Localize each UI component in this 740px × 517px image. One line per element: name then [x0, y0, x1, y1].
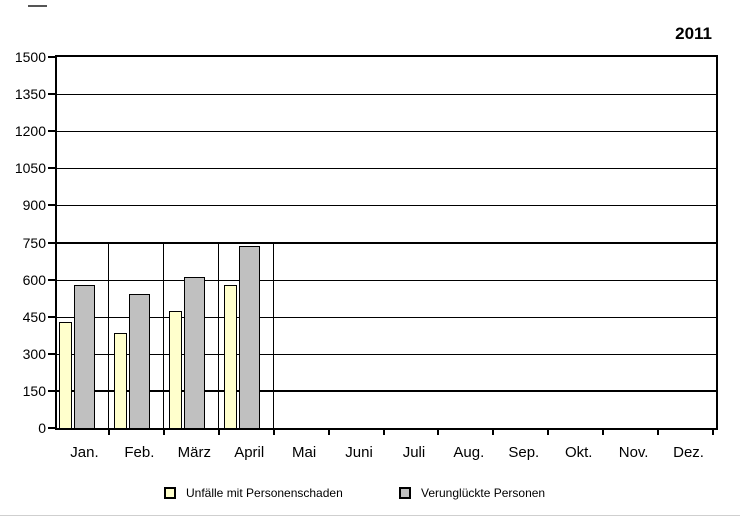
x-axis-label-okt: Okt.: [564, 444, 593, 461]
x-axis-label-mai: Mai: [292, 444, 317, 461]
y-axis-label-450: 450: [22, 308, 46, 325]
gridline-750: [57, 241, 716, 244]
y-axis-label-150: 150: [22, 382, 46, 399]
y-axis-tick: [48, 241, 55, 244]
y-axis-tick: [48, 130, 55, 133]
y-axis-tick: [48, 427, 55, 429]
legend-swatch-unfaelle-icon: [164, 487, 176, 499]
x-axis-tick: [492, 430, 495, 435]
bar-unfaelle-april: [223, 284, 237, 428]
chart-title: 2011: [675, 24, 712, 43]
x-axis-tick: [437, 430, 440, 435]
month-separator: [272, 242, 274, 428]
y-axis-label-600: 600: [22, 271, 46, 288]
y-axis-label-0: 0: [38, 420, 46, 436]
y-axis-label-900: 900: [22, 197, 46, 214]
gridline-900: [57, 205, 716, 207]
x-axis-label-juli: Juli: [402, 444, 426, 461]
y-axis-tick: [48, 56, 55, 58]
x-axis-label-märz: März: [177, 444, 211, 461]
x-axis-tick: [712, 430, 714, 435]
bar-verunglueckte-feb: [128, 294, 150, 428]
legend-swatch-verunglueckte-icon: [399, 487, 411, 499]
x-axis-label-jan: Jan.: [70, 444, 99, 461]
gridline-600: [57, 279, 716, 281]
y-axis-tick: [48, 278, 55, 281]
legend-label-verunglueckte: Verunglückte Personen: [421, 486, 546, 500]
gridline-150: [57, 389, 716, 392]
y-axis-label-750: 750: [22, 234, 46, 251]
legend-item-unfaelle: Unfälle mit Personenschaden: [164, 486, 394, 500]
y-axis-tick: [48, 352, 55, 355]
y-axis-tick: [48, 315, 55, 318]
x-axis-tick: [382, 430, 385, 435]
y-axis-tick: [48, 93, 55, 96]
bar-verunglueckte-jan: [74, 284, 95, 428]
legend-item-verunglueckte: Verunglückte Personen: [399, 486, 599, 500]
bar-unfaelle-märz: [168, 310, 182, 428]
plot-area: [55, 55, 718, 430]
x-axis-tick: [327, 430, 330, 435]
screen-artifact-dash: [28, 5, 47, 7]
y-axis-label-1350: 1350: [14, 86, 46, 103]
y-axis-tick: [48, 167, 55, 170]
bar-verunglueckte-april: [238, 246, 260, 428]
x-axis-tick: [602, 430, 605, 435]
gridline-1050: [57, 168, 716, 170]
x-axis-label-nov: Nov.: [618, 444, 649, 461]
gridline-1200: [57, 131, 716, 133]
x-axis-label-april: April: [234, 444, 265, 461]
month-separator: [162, 242, 164, 428]
y-axis-tick: [48, 389, 55, 392]
y-axis-label-300: 300: [22, 345, 46, 362]
x-axis-tick: [272, 430, 275, 435]
y-axis-tick: [48, 204, 55, 207]
x-axis-tick: [107, 430, 110, 435]
x-axis-tick: [162, 430, 165, 435]
x-axis-tick: [657, 430, 660, 435]
month-separator: [107, 242, 109, 428]
gridline-300: [57, 353, 716, 355]
bar-verunglueckte-märz: [183, 277, 205, 428]
y-axis-label-1500: 1500: [14, 49, 46, 65]
x-axis-label-feb: Feb.: [124, 444, 155, 461]
legend-label-unfaelle: Unfälle mit Personenschaden: [186, 486, 343, 500]
gridline-450: [57, 316, 716, 318]
month-separator: [217, 242, 219, 428]
x-axis-tick: [547, 430, 550, 435]
x-axis-label-aug: Aug.: [453, 444, 485, 461]
bar-unfaelle-feb: [113, 332, 127, 428]
gridline-1350: [57, 94, 716, 96]
bar-unfaelle-jan: [59, 321, 72, 428]
x-axis-label-sep: Sep.: [508, 444, 540, 461]
x-axis-label-juni: Juni: [345, 444, 373, 461]
y-axis-label-1050: 1050: [14, 160, 46, 177]
x-axis-label-dez: Dez.: [673, 444, 704, 461]
y-axis-label-1200: 1200: [14, 123, 46, 140]
screenshot-bottom-edge: [0, 515, 740, 516]
x-axis-tick: [217, 430, 220, 435]
